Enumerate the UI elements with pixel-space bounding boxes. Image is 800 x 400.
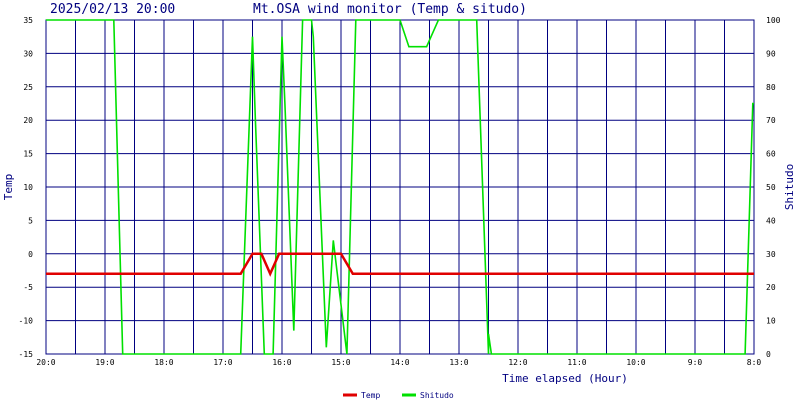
left-tick-label: 5 — [28, 216, 33, 225]
x-tick-label: 20:0 — [36, 358, 55, 367]
right-tick-label: 10 — [766, 317, 776, 326]
series-line-temp — [46, 252, 754, 277]
left-tick-label: -10 — [19, 317, 34, 326]
x-tick-label: 12:0 — [508, 358, 527, 367]
series-line-shitudo — [46, 19, 754, 355]
left-tick-label: 15 — [23, 150, 33, 159]
x-tick-label: 18:0 — [154, 358, 173, 367]
left-tick-label: 30 — [23, 49, 33, 58]
x-tick-label: 15:0 — [331, 358, 350, 367]
left-axis-ticks: 35 30 25 20 15 10 5 0 -5 -10 -15 — [19, 16, 34, 359]
left-tick-label: 35 — [23, 16, 33, 25]
x-tick-label: 10:0 — [626, 358, 645, 367]
x-axis-label: Time elapsed (Hour) — [502, 372, 628, 385]
right-tick-label: 70 — [766, 116, 776, 125]
right-tick-label: 100 — [766, 16, 781, 25]
chart-title: Mt.OSA wind monitor (Temp & situdo) — [253, 2, 527, 17]
right-tick-label: 20 — [766, 283, 776, 292]
left-tick-label: 20 — [23, 116, 33, 125]
timestamp-label: 2025/02/13 20:00 — [50, 2, 175, 17]
left-tick-label: -5 — [23, 283, 33, 292]
right-tick-label: 40 — [766, 216, 776, 225]
legend-temp-label: Temp — [361, 391, 380, 400]
legend-shitudo-label: Shitudo — [420, 391, 454, 400]
series-layer — [46, 19, 754, 355]
x-tick-label: 14:0 — [390, 358, 409, 367]
left-tick-label: -15 — [19, 350, 34, 359]
right-axis-label: Shitudo — [783, 164, 796, 210]
x-tick-label: 17:0 — [213, 358, 232, 367]
x-tick-label: 16:0 — [272, 358, 291, 367]
left-tick-label: 10 — [23, 183, 33, 192]
x-tick-label: 8:0 — [747, 358, 762, 367]
left-axis-label: Temp — [2, 174, 15, 201]
right-tick-label: 80 — [766, 83, 776, 92]
left-tick-label: 25 — [23, 83, 33, 92]
right-tick-label: 90 — [766, 49, 776, 58]
legend: Temp Shitudo — [343, 391, 454, 400]
right-tick-label: 60 — [766, 150, 776, 159]
x-axis-ticks: 20:0 19:0 18:0 17:0 16:0 15:0 14:0 13:0 12:0 11:0… — [36, 358, 761, 367]
x-tick-label: 13:0 — [449, 358, 468, 367]
grid-layer — [45, 19, 755, 355]
right-tick-label: 30 — [766, 250, 776, 259]
right-tick-label: 0 — [766, 350, 771, 359]
x-tick-label: 11:0 — [567, 358, 586, 367]
left-tick-label: 0 — [28, 250, 33, 259]
x-tick-label: 19:0 — [95, 358, 114, 367]
x-tick-label: 9:0 — [688, 358, 703, 367]
right-tick-label: 50 — [766, 183, 776, 192]
